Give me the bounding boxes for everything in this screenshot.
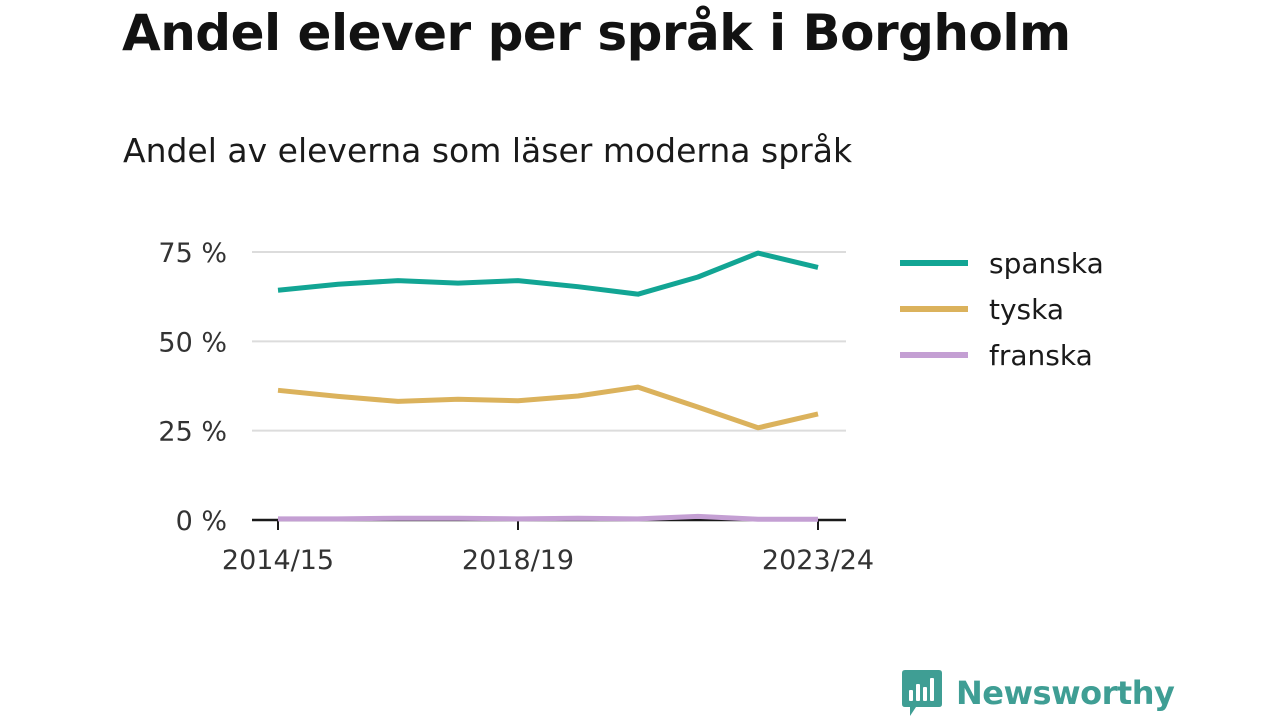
y-tick-label: 50 % [158, 327, 227, 358]
series-line-spanska [277, 250, 819, 297]
newsworthy-logo: Newsworthy [902, 670, 1175, 716]
chart-title: Andel elever per språk i Borgholm [122, 4, 1071, 62]
x-tick-label: 2023/24 [762, 545, 874, 576]
series-lines [277, 250, 819, 522]
bar-chart-speech-bubble-icon [902, 670, 942, 716]
x-tick-label: 2018/19 [462, 545, 574, 576]
y-tick-label: 0 % [176, 506, 227, 537]
brand-name: Newsworthy [956, 674, 1175, 712]
y-tick-label: 75 % [158, 238, 227, 269]
x-tick-label: 2014/15 [222, 545, 334, 576]
chart-subtitle: Andel av eleverna som läser moderna språ… [123, 131, 853, 170]
legend-label-spanska: spanska [989, 247, 1104, 280]
y-tick-label: 25 % [158, 417, 227, 448]
series-line-franska [278, 513, 818, 522]
series-line-tyska [277, 384, 819, 431]
legend: spanska tyska franska [900, 247, 1104, 372]
axes: 0 % 25 % 50 % 75 % 2014/15 2018/19 2023/24 [158, 238, 874, 576]
legend-label-tyska: tyska [989, 293, 1064, 326]
gridlines [252, 251, 846, 432]
legend-label-franska: franska [989, 339, 1093, 372]
